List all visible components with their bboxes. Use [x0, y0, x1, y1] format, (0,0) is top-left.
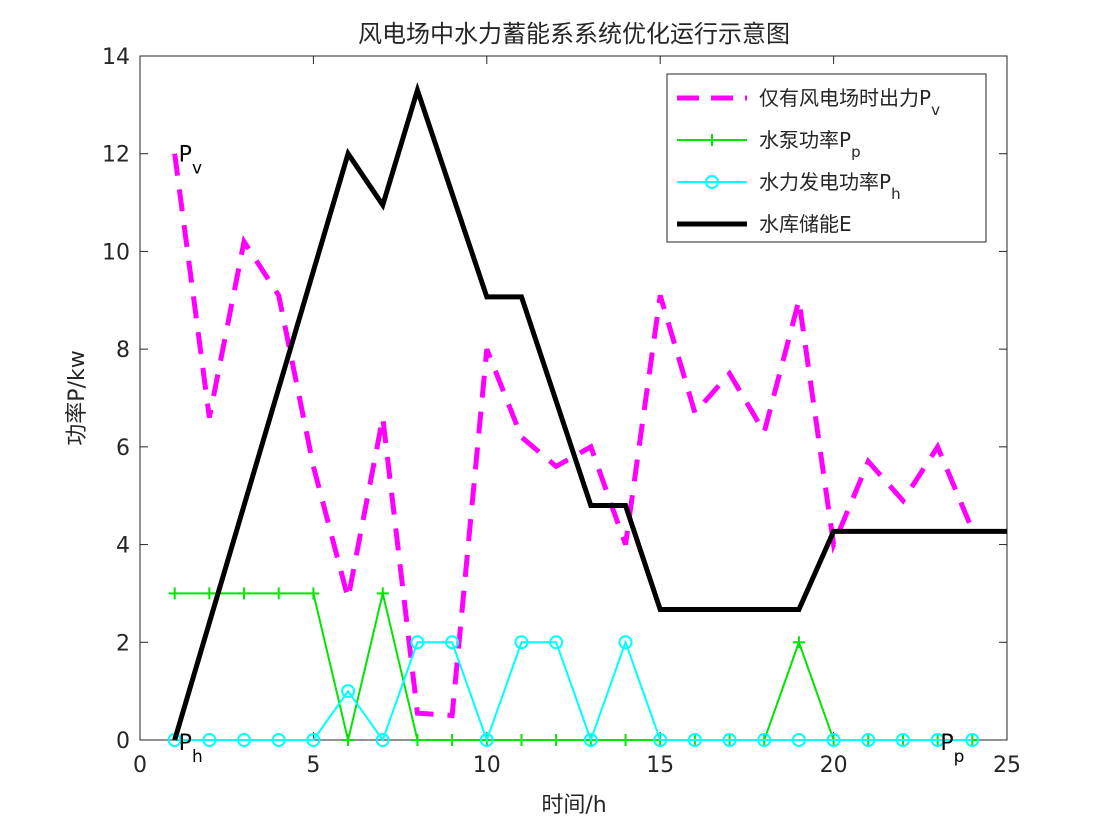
y-tick-label: 8 — [116, 338, 130, 363]
data-point — [687, 733, 702, 747]
data-point — [376, 587, 389, 600]
series-layer — [167, 81, 1007, 747]
data-point — [757, 733, 772, 747]
legend-item: 水库储能E — [677, 212, 852, 236]
legend-label: 水库储能E — [759, 212, 852, 236]
data-point — [410, 635, 425, 650]
data-point — [583, 733, 598, 747]
x-tick-label: 10 — [473, 753, 501, 778]
data-point — [341, 684, 356, 699]
x-tick-label: 20 — [820, 753, 848, 778]
data-point — [653, 733, 668, 747]
legend: 仅有风电场时出力Pv 水泵功率Pp 水力发电功率Ph 水库储能E — [666, 73, 987, 243]
series-line — [172, 81, 1007, 741]
y-tick-label: 4 — [116, 534, 130, 559]
y-tick-label: 12 — [102, 143, 130, 168]
y-axis-label: 功率P/kw — [65, 350, 90, 445]
legend-label: 仅有风电场时出力Pv — [759, 86, 940, 119]
data-point — [411, 734, 424, 746]
legend-marker — [705, 175, 719, 189]
y-tick-label: 6 — [116, 436, 130, 461]
data-point — [237, 733, 252, 747]
annotation-label: Pp — [940, 731, 964, 767]
data-point — [375, 733, 390, 747]
data-point — [203, 587, 216, 600]
series-3 — [172, 81, 1007, 741]
data-point — [826, 733, 841, 747]
legend-box — [666, 73, 987, 243]
chart-title: 风电场中水力蓄能系系统优化运行示意图 — [358, 20, 790, 48]
data-point — [618, 635, 633, 650]
series-2 — [167, 635, 980, 747]
data-point — [168, 587, 181, 600]
data-point — [202, 733, 217, 747]
x-axis-label: 时间/h — [541, 793, 606, 818]
data-point — [307, 587, 320, 600]
legend-item: 水泵功率Pp — [677, 128, 861, 161]
legend-label: 水泵功率Pp — [759, 128, 861, 161]
data-point — [965, 733, 980, 747]
y-tick-label: 14 — [102, 45, 130, 70]
y-tick-label: 10 — [102, 240, 130, 265]
data-point — [791, 733, 806, 747]
x-tick-label: 0 — [133, 753, 147, 778]
data-point — [342, 734, 355, 746]
data-point — [306, 733, 321, 747]
annotation-label: Pv — [179, 143, 202, 179]
x-tick-label: 15 — [646, 753, 674, 778]
data-point — [861, 733, 876, 747]
legend-item: 水力发电功率Ph — [677, 170, 901, 203]
data-point — [549, 635, 564, 650]
y-tick-label: 0 — [116, 729, 130, 754]
data-point — [272, 587, 285, 600]
data-point — [446, 734, 459, 746]
data-point — [722, 733, 737, 747]
legend-label: 水力发电功率Ph — [759, 170, 901, 203]
x-tick-label: 5 — [306, 753, 320, 778]
data-point — [550, 734, 563, 746]
data-point — [238, 587, 251, 600]
data-point — [619, 734, 632, 746]
data-point — [515, 734, 528, 746]
data-point — [930, 733, 945, 747]
data-point — [445, 635, 460, 650]
y-tick-label: 2 — [116, 631, 130, 656]
data-point — [271, 733, 286, 747]
annotation-layer: Pv Ph Pp — [179, 143, 965, 767]
data-point — [514, 635, 529, 650]
annotation-label: Ph — [179, 731, 203, 767]
data-point — [895, 733, 910, 747]
data-point — [479, 733, 494, 747]
legend-item: 仅有风电场时出力Pv — [677, 86, 940, 119]
data-point — [792, 636, 805, 649]
x-tick-label: 25 — [993, 753, 1021, 778]
